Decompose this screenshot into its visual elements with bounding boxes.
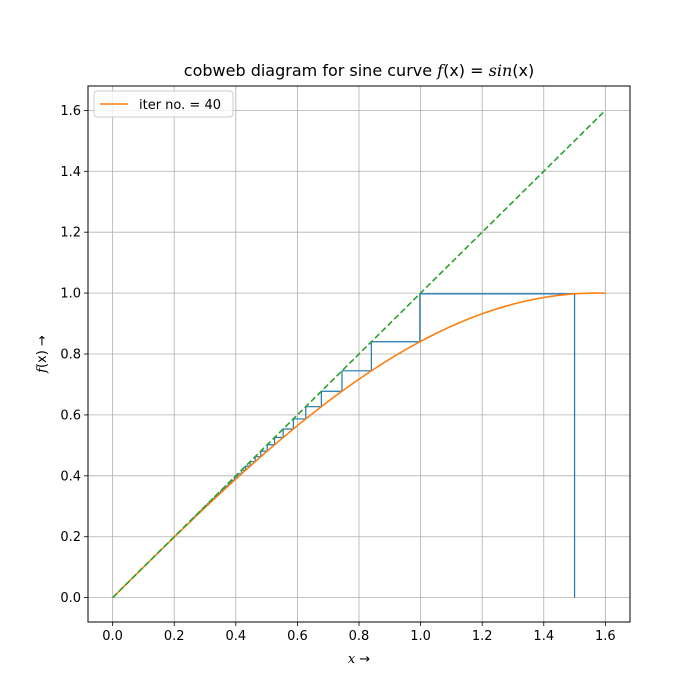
y-tick-label: 0.6 — [60, 408, 81, 423]
x-tick-label: 1.6 — [595, 629, 616, 644]
sine-curve — [112, 292, 606, 599]
y-axis-label-var: f — [35, 366, 50, 374]
x-tick-label: 1.0 — [410, 629, 431, 644]
legend: iter no. = 40 — [93, 90, 234, 118]
x-axis-label-var: x — [348, 652, 356, 667]
x-tick-label: 1.4 — [533, 629, 554, 644]
y-axis-label: f(x) → — [35, 335, 50, 374]
x-tick-label: 0.4 — [225, 629, 246, 644]
ticks: 0.0 0.2 0.4 0.6 0.8 1.0 1.2 1.4 1.6 0.0 0.2 0.4 0.6 0… — [60, 104, 615, 644]
y-tick-label: 1.4 — [60, 165, 81, 180]
y-tick-label: 0.2 — [60, 530, 81, 545]
x-tick-label: 0.2 — [164, 629, 185, 644]
chart-title-f: f — [436, 61, 446, 80]
chart-title-x1: (x) = — [443, 61, 489, 80]
y-tick-label: 0.4 — [60, 469, 81, 484]
x-tick-label: 0.6 — [287, 629, 308, 644]
x-tick-label: 0.0 — [102, 629, 123, 644]
x-tick-label: 0.8 — [349, 629, 370, 644]
chart-title: cobweb diagram for sine curve f(x) = sin… — [184, 61, 534, 80]
chart-title-prefix: cobweb diagram for sine curve — [184, 61, 437, 80]
chart-title-x2: (x) — [512, 61, 534, 80]
y-tick-label: 1.6 — [60, 104, 81, 119]
legend-label: iter no. = 40 — [139, 98, 221, 113]
x-axis-label: x → — [348, 652, 370, 667]
grid — [88, 86, 630, 622]
chart-title-sin: sin — [489, 61, 513, 80]
plot-data — [112, 109, 606, 599]
x-tick-label: 1.2 — [472, 629, 493, 644]
y-axis-label-rest: (x) → — [35, 335, 50, 368]
legend-box — [93, 90, 234, 118]
identity-line — [112, 109, 606, 599]
y-tick-label: 0.8 — [60, 348, 81, 363]
x-axis-label-arrow: → — [355, 652, 370, 667]
y-tick-label: 0.0 — [60, 591, 81, 606]
y-tick-label: 1.0 — [60, 287, 81, 302]
y-tick-label: 1.2 — [60, 226, 81, 241]
